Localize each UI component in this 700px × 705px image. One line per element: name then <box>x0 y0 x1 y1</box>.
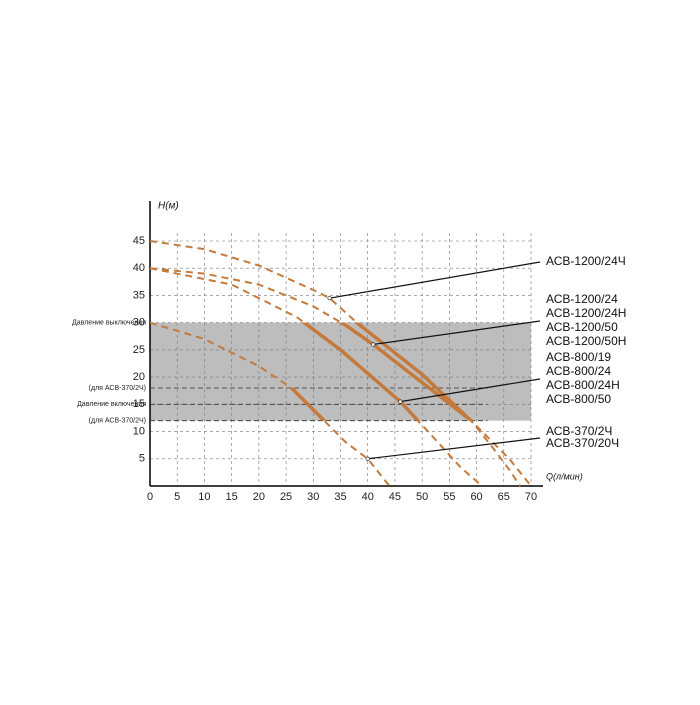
x-tick-label: 65 <box>498 491 510 503</box>
x-tick-label: 10 <box>198 491 210 503</box>
y-tick-label: 40 <box>133 262 145 274</box>
pressure-label: (для АСВ-370/2Ч) <box>89 385 146 392</box>
leader-dot <box>327 296 332 301</box>
x-tick-label: 45 <box>389 491 401 503</box>
series-label: АСВ-1200/24Ч <box>546 254 626 268</box>
x-tick-label: 35 <box>334 491 346 503</box>
x-tick-label: 5 <box>174 491 180 503</box>
curve-dashed <box>149 240 532 487</box>
x-tick-label: 55 <box>443 491 455 503</box>
x-tick-label: 20 <box>253 491 265 503</box>
curve-solid <box>301 322 421 421</box>
leader-dot <box>365 456 370 461</box>
leader-line <box>329 261 541 299</box>
series-label: АСВ-800/24 <box>546 364 611 378</box>
y-axis-label: H(м) <box>158 201 179 212</box>
x-tick-label: 0 <box>147 491 153 503</box>
leader-line <box>367 437 541 460</box>
pressure-label: Давление выключения <box>72 320 146 327</box>
y-tick-label: 15 <box>133 398 145 410</box>
series-label: АСВ-370/20Ч <box>546 436 619 450</box>
series-label: АСВ-800/19 <box>546 350 611 364</box>
x-tick-label: 30 <box>307 491 319 503</box>
series-label: АСВ-1200/24Н <box>546 306 626 320</box>
y-tick-label: 10 <box>133 425 145 437</box>
series-label: АСВ-370/2Ч <box>546 424 612 438</box>
leader-dot <box>371 342 376 347</box>
y-tick-label: 35 <box>133 289 145 301</box>
y-tick-label: 45 <box>133 235 145 247</box>
pressure-label: (для АСВ-370/2Ч) <box>89 418 146 425</box>
series-label: АСВ-800/50 <box>546 392 611 406</box>
x-tick-label: 40 <box>362 491 374 503</box>
series-label: АСВ-800/24Н <box>546 378 620 392</box>
x-tick-label: 60 <box>470 491 482 503</box>
x-axis-label: Q(л/мин) <box>546 471 583 481</box>
x-tick-label: 50 <box>416 491 428 503</box>
leader-line <box>373 320 541 346</box>
x-tick-label: 15 <box>226 491 238 503</box>
leader-line <box>400 378 541 403</box>
pressure-label: Давление включения <box>77 401 146 408</box>
y-tick-label: 25 <box>133 344 145 356</box>
leader-dot <box>398 399 403 404</box>
x-tick-label: 25 <box>280 491 292 503</box>
series-label: АСВ-1200/50Н <box>546 334 626 348</box>
y-tick-label: 30 <box>133 317 145 329</box>
curve-solid <box>288 388 327 421</box>
series-label: АСВ-1200/24 <box>546 292 618 306</box>
series-label: АСВ-1200/50 <box>546 320 618 334</box>
y-tick-label: 5 <box>139 453 145 465</box>
x-tick-label: 70 <box>525 491 537 503</box>
y-tick-label: 20 <box>133 371 145 383</box>
